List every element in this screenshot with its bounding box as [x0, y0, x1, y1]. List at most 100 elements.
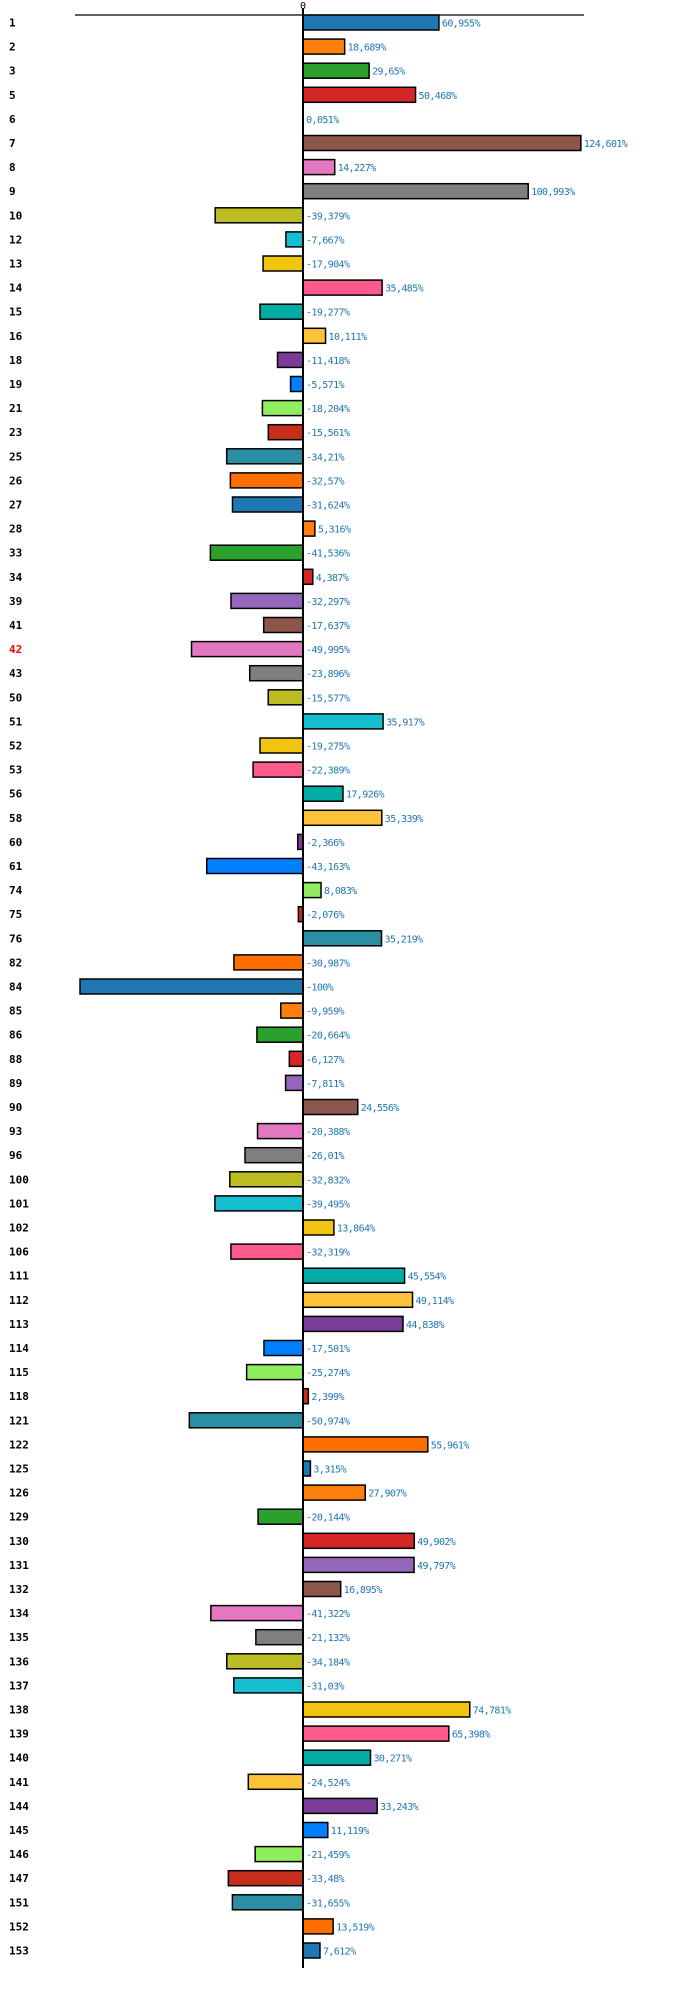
bar: [267, 423, 304, 441]
category-label: 33: [9, 547, 22, 560]
value-label: -31,655%: [306, 1898, 350, 1909]
category-label: 132: [9, 1583, 29, 1596]
value-label: -30,987%: [306, 958, 350, 969]
value-label: -31,03%: [306, 1681, 345, 1692]
value-label: -2,076%: [306, 910, 345, 921]
category-label: 146: [9, 1848, 29, 1861]
category-label: 115: [9, 1366, 29, 1379]
value-label: -24,524%: [306, 1778, 350, 1789]
bar: [227, 1869, 304, 1887]
value-label: 60,955%: [442, 19, 481, 30]
bar: [284, 1074, 304, 1092]
category-label: 102: [9, 1222, 29, 1235]
bar: [262, 616, 304, 634]
category-label: 112: [9, 1294, 29, 1307]
category-label: 42: [9, 643, 22, 656]
category-label: 130: [9, 1535, 29, 1548]
category-label: 147: [9, 1872, 29, 1885]
value-label: -2,366%: [306, 838, 345, 849]
bar: [302, 1315, 404, 1333]
category-label: 93: [9, 1125, 22, 1138]
bar: [302, 1484, 366, 1501]
category-label: 6: [9, 113, 16, 126]
value-label: -20,664%: [306, 1031, 350, 1042]
category-label: 18: [9, 354, 22, 367]
category-label: 141: [9, 1776, 29, 1789]
value-label: -100%: [306, 983, 334, 994]
bar: [230, 1243, 304, 1260]
bar: [244, 1146, 304, 1164]
value-label: 55,961%: [431, 1440, 470, 1451]
value-label: -31,624%: [306, 501, 350, 512]
bar: [254, 1845, 304, 1863]
category-label: 96: [9, 1149, 23, 1162]
category-label: 9: [9, 185, 16, 198]
value-label: 14,227%: [338, 163, 377, 174]
category-label: 125: [9, 1463, 29, 1476]
value-label: -26,01%: [306, 1151, 345, 1162]
value-label: 49,114%: [416, 1296, 455, 1307]
bar: [302, 809, 383, 827]
category-label: 19: [9, 378, 22, 391]
bar: [190, 640, 304, 658]
value-label: 8,083%: [324, 886, 357, 897]
bar: [302, 1291, 414, 1309]
bar: [261, 399, 304, 417]
value-label: 18,689%: [348, 43, 387, 54]
value-label: -5,571%: [306, 380, 345, 391]
value-label: 100,993%: [531, 187, 575, 198]
value-label: -20,144%: [306, 1513, 350, 1524]
category-label: 88: [9, 1053, 22, 1066]
category-label: 111: [9, 1270, 29, 1283]
value-label: 7,612%: [323, 1947, 356, 1958]
bar: [302, 1821, 329, 1839]
category-label: 3: [9, 65, 16, 78]
category-label: 139: [9, 1728, 29, 1741]
category-label: 145: [9, 1824, 29, 1837]
category-label: 135: [9, 1631, 29, 1644]
value-label: -43,163%: [306, 862, 350, 873]
category-label: 106: [9, 1246, 29, 1259]
category-label: 126: [9, 1487, 29, 1500]
value-label: -17,637%: [306, 621, 350, 632]
value-label: 11,119%: [331, 1826, 370, 1837]
value-label: -17,501%: [306, 1344, 350, 1355]
value-label: 13,519%: [336, 1922, 375, 1933]
x-tick-label-zero: 0: [300, 1, 306, 12]
value-label: -39,379%: [306, 211, 350, 222]
category-label: 144: [9, 1800, 29, 1813]
bar: [233, 954, 304, 971]
value-label: -7,667%: [306, 235, 345, 246]
category-label: 53: [9, 764, 22, 777]
bar: [302, 1797, 378, 1815]
category-label: 41: [9, 619, 23, 632]
category-label: 56: [9, 788, 23, 801]
category-label: 39: [9, 595, 22, 608]
category-label: 26: [9, 474, 23, 487]
category-label: 82: [9, 956, 22, 969]
bar: [280, 1002, 304, 1019]
bar: [288, 1050, 304, 1068]
bar: [302, 713, 384, 730]
value-label: -41,322%: [306, 1609, 350, 1620]
bar: [302, 1436, 429, 1453]
category-label: 15: [9, 306, 22, 319]
value-label: -21,132%: [306, 1633, 350, 1644]
value-label: -17,904%: [306, 260, 350, 271]
bar: [302, 158, 336, 176]
value-label: 33,243%: [380, 1802, 419, 1813]
value-label: 124,601%: [584, 139, 628, 150]
value-label: -15,561%: [306, 428, 350, 439]
value-label: -39,495%: [306, 1199, 350, 1210]
category-label: 52: [9, 740, 22, 753]
bar: [209, 544, 304, 561]
bar: [302, 1580, 342, 1598]
bar: [257, 1508, 304, 1525]
bar: [285, 231, 304, 248]
value-label: -22,389%: [306, 766, 350, 777]
bar: [302, 86, 417, 104]
category-label: 137: [9, 1679, 29, 1692]
value-label: 17,926%: [346, 790, 385, 801]
category-label: 140: [9, 1752, 29, 1765]
bar: [205, 857, 304, 875]
